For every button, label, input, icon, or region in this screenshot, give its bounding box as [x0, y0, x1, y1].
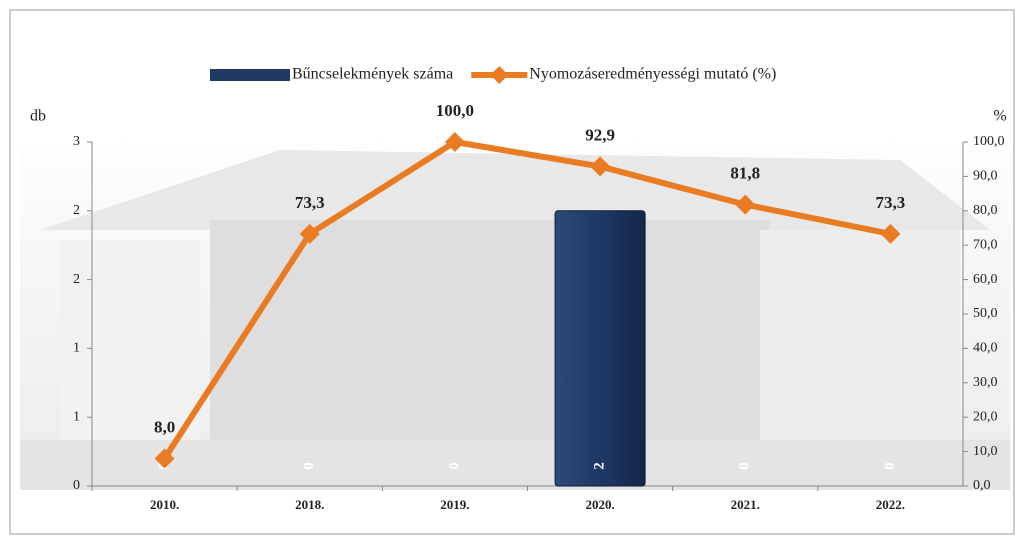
- bar-value-label: 0: [301, 462, 317, 470]
- bar-value-label: 0: [882, 462, 898, 470]
- y-axis-title: db: [30, 108, 46, 125]
- legend-marker: [490, 66, 509, 84]
- y-tick-label: 3: [73, 134, 80, 149]
- y-tick-label: 2: [73, 203, 80, 218]
- x-tick-label: 2022.: [876, 497, 905, 512]
- legend-swatch: [210, 69, 290, 81]
- line-marker: [154, 448, 175, 469]
- y2-tick-label: 60,0: [973, 272, 998, 287]
- line-marker: [299, 223, 320, 244]
- y2-tick-label: 10,0: [973, 444, 998, 459]
- x-tick-label: 2021.: [731, 497, 760, 512]
- bar-value-label: 2: [592, 462, 608, 470]
- bar-value-label: 0: [446, 462, 462, 470]
- y2-tick-label: 20,0: [973, 409, 998, 424]
- y2-tick-label: 0,0: [973, 478, 991, 493]
- line-marker: [735, 194, 756, 215]
- y-tick-label: 0: [73, 478, 80, 493]
- line-marker: [880, 223, 901, 244]
- y-tick-label: 1: [73, 341, 80, 356]
- x-tick-label: 2019.: [440, 497, 469, 512]
- data-label: 81,8: [730, 164, 760, 183]
- x-tick-label: 2020.: [585, 497, 614, 512]
- y-tick-label: 1: [73, 409, 80, 424]
- data-label: 8,0: [154, 417, 175, 436]
- y2-tick-label: 40,0: [973, 341, 998, 356]
- data-label: 73,3: [295, 193, 325, 212]
- x-tick-label: 2018.: [295, 497, 324, 512]
- legend-label: Nyomozáseredményességi mutató (%): [529, 66, 776, 83]
- background-photo: [20, 140, 1010, 490]
- bar-value-label: 0: [737, 462, 753, 470]
- data-label: 100,0: [436, 101, 474, 120]
- legend-label: Bűncselekmények száma: [292, 66, 453, 83]
- y2-tick-label: 70,0: [973, 237, 998, 252]
- line-marker: [590, 156, 611, 177]
- y2-axis-title: %: [993, 108, 1006, 125]
- y2-tick-label: 100,0: [973, 134, 1005, 149]
- line: [162, 139, 892, 461]
- x-tick-label: 2010.: [150, 497, 179, 512]
- y2-tick-label: 30,0: [973, 375, 998, 390]
- data-label: 92,9: [585, 125, 615, 144]
- line-marker: [444, 132, 465, 152]
- data-label: 73,3: [876, 193, 906, 212]
- y2-tick-label: 50,0: [973, 306, 998, 321]
- y-tick-label: 2: [73, 272, 80, 287]
- bar: [554, 210, 646, 487]
- y2-tick-label: 80,0: [973, 203, 998, 218]
- y2-tick-label: 90,0: [973, 169, 998, 184]
